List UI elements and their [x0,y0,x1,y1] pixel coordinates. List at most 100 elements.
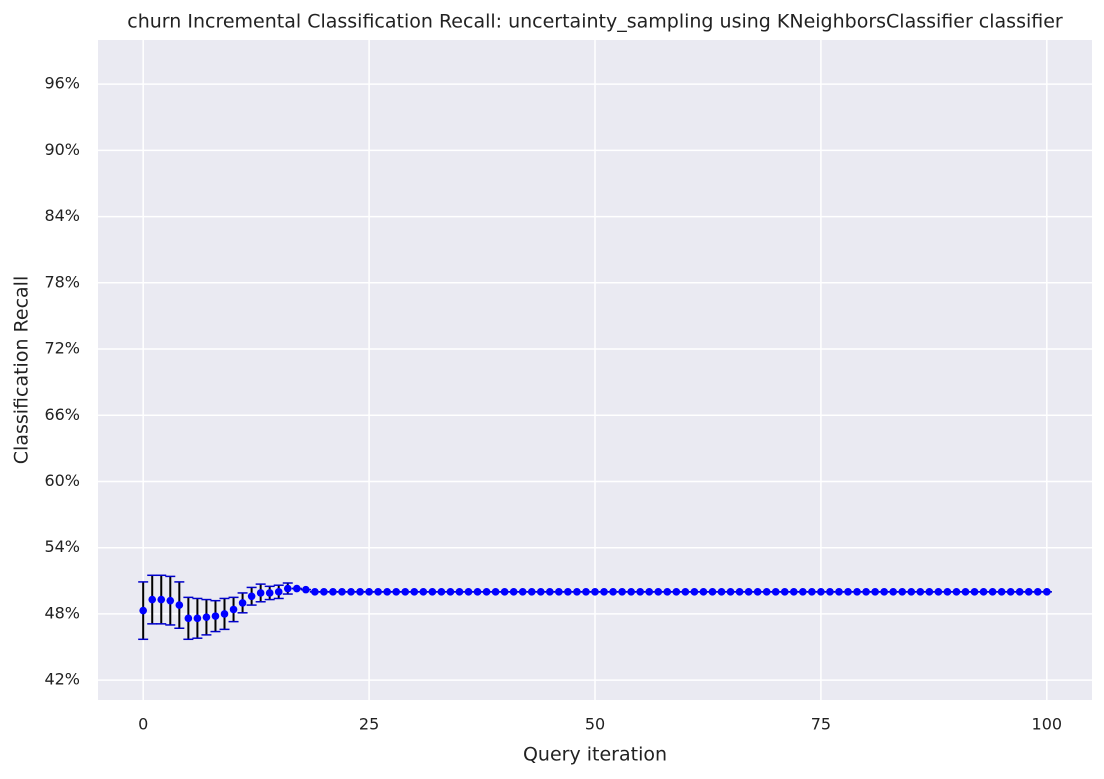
point [708,588,717,596]
point [853,588,861,596]
point [916,588,925,596]
point [961,588,970,596]
point [365,588,373,596]
point [265,589,274,597]
point [609,588,617,596]
point [464,588,473,596]
point [229,605,238,614]
y-tick-label: 72% [44,339,80,358]
point [401,588,410,596]
point [428,588,437,596]
y-axis-label: Classification Recall [11,276,33,464]
point [871,588,879,596]
point [808,588,816,596]
point [184,614,193,623]
point [645,588,654,596]
y-tick-label: 78% [44,272,80,291]
point [952,588,961,596]
point [311,588,319,596]
point [247,592,256,601]
point [582,588,590,596]
point [193,614,202,623]
y-tick-label: 90% [44,140,80,159]
point [1006,588,1015,596]
point [835,588,843,596]
point [979,588,988,596]
point [283,584,292,593]
point [799,588,807,596]
point [491,588,500,596]
point [238,599,247,607]
point [907,588,916,596]
point [573,588,581,596]
point [636,588,644,596]
point [546,588,554,596]
point [446,588,455,596]
point [338,588,346,596]
point [771,588,780,596]
point [735,588,744,596]
point [220,610,229,618]
point [320,588,328,596]
point [482,588,491,596]
point [356,588,364,596]
point [591,588,599,596]
x-tick-label: 0 [138,715,148,734]
point [817,588,825,596]
point [672,588,681,596]
point [943,588,952,596]
point [1024,588,1033,596]
point [970,588,979,596]
y-tick-label: 96% [44,74,80,93]
y-tick-label: 48% [44,603,80,622]
point [627,588,635,596]
point [293,584,301,593]
point [988,588,997,596]
point [455,588,464,596]
point [997,588,1006,596]
point [374,588,382,596]
point [654,588,663,596]
point [726,588,735,596]
point [256,589,265,597]
point [157,595,166,604]
point [717,588,726,596]
chart-title: churn Incremental Classification Recall:… [127,11,1063,33]
point [898,588,907,596]
point [762,588,771,596]
y-tick-label: 84% [44,206,80,225]
point [1033,588,1042,596]
point [383,588,391,596]
point [600,588,608,596]
point [392,588,401,596]
point [274,588,283,596]
point [925,588,934,596]
point [139,606,147,615]
y-tick-label: 60% [44,471,80,490]
point [527,588,536,596]
point [681,588,690,596]
point [302,585,310,594]
x-tick-label: 50 [585,715,605,734]
point [1015,588,1024,596]
point [880,588,888,596]
point [753,588,762,596]
x-tick-label: 25 [359,715,379,734]
y-tick-label: 66% [44,405,80,424]
x-tick-label: 100 [1032,715,1063,734]
point [211,612,220,620]
point [148,595,157,604]
x-axis-label: Query iteration [523,744,667,766]
point [744,588,753,596]
point [618,588,626,596]
point [699,588,708,596]
point [790,588,798,596]
x-tick-label: 75 [811,715,831,734]
point [889,588,897,596]
point [518,588,527,596]
point [500,588,509,596]
point [437,588,446,596]
point [410,588,419,596]
